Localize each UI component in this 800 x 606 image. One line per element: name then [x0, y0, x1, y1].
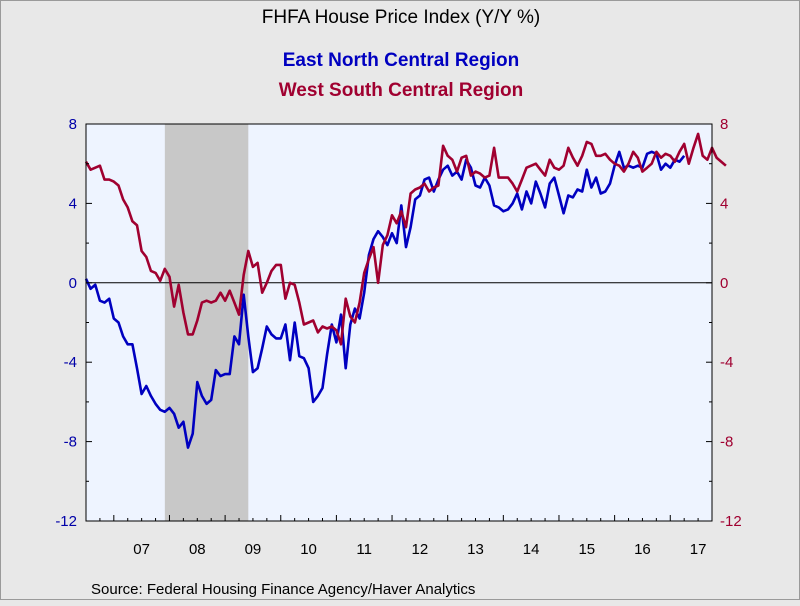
- right-axis: 8 4 0 -4 -8 -12: [706, 116, 742, 530]
- left-tick-label: 8: [69, 116, 77, 133]
- right-tick-label: -4: [720, 354, 733, 371]
- right-tick-label: -12: [720, 513, 742, 530]
- left-tick-label: -12: [55, 513, 77, 530]
- x-tick-label: 08: [189, 541, 206, 558]
- series-group: [84, 132, 727, 449]
- x-tick-label: 07: [133, 541, 150, 558]
- x-tick-label: 13: [467, 541, 484, 558]
- recession-shading-group: [164, 124, 249, 521]
- right-tick-label: 0: [720, 275, 728, 292]
- left-tick-label: 0: [69, 275, 77, 292]
- x-tick-label: 17: [690, 541, 707, 558]
- x-tick-label: 10: [300, 541, 317, 558]
- x-tick-label: 14: [523, 541, 540, 558]
- x-tick-label: 15: [578, 541, 595, 558]
- right-tick-label: -8: [720, 434, 733, 451]
- recession-band-0: [164, 124, 249, 521]
- chart-title: FHFA House Price Index (Y/Y %): [262, 7, 540, 28]
- left-tick-label: -4: [64, 354, 77, 371]
- x-tick-label: 09: [245, 541, 262, 558]
- left-axis: 8 4 0 -4 -8 -12: [55, 116, 92, 530]
- x-tick-label: 16: [634, 541, 651, 558]
- legend-entry-east-north-central: East North Central Region: [283, 50, 519, 71]
- right-tick-label: 4: [720, 195, 728, 212]
- legend-entry-west-south-central: West South Central Region: [279, 80, 524, 101]
- series-line-west-south-central-region: [84, 132, 727, 346]
- left-tick-label: -8: [64, 434, 77, 451]
- source-note: Source: Federal Housing Finance Agency/H…: [91, 581, 475, 598]
- x-tick-label: 12: [412, 541, 429, 558]
- x-tick-label: 11: [356, 541, 372, 558]
- left-tick-label: 4: [69, 195, 77, 212]
- right-tick-label: 8: [720, 116, 728, 133]
- x-axis: 07 08 09 10 11 12 13 14 15 16 17: [99, 515, 707, 558]
